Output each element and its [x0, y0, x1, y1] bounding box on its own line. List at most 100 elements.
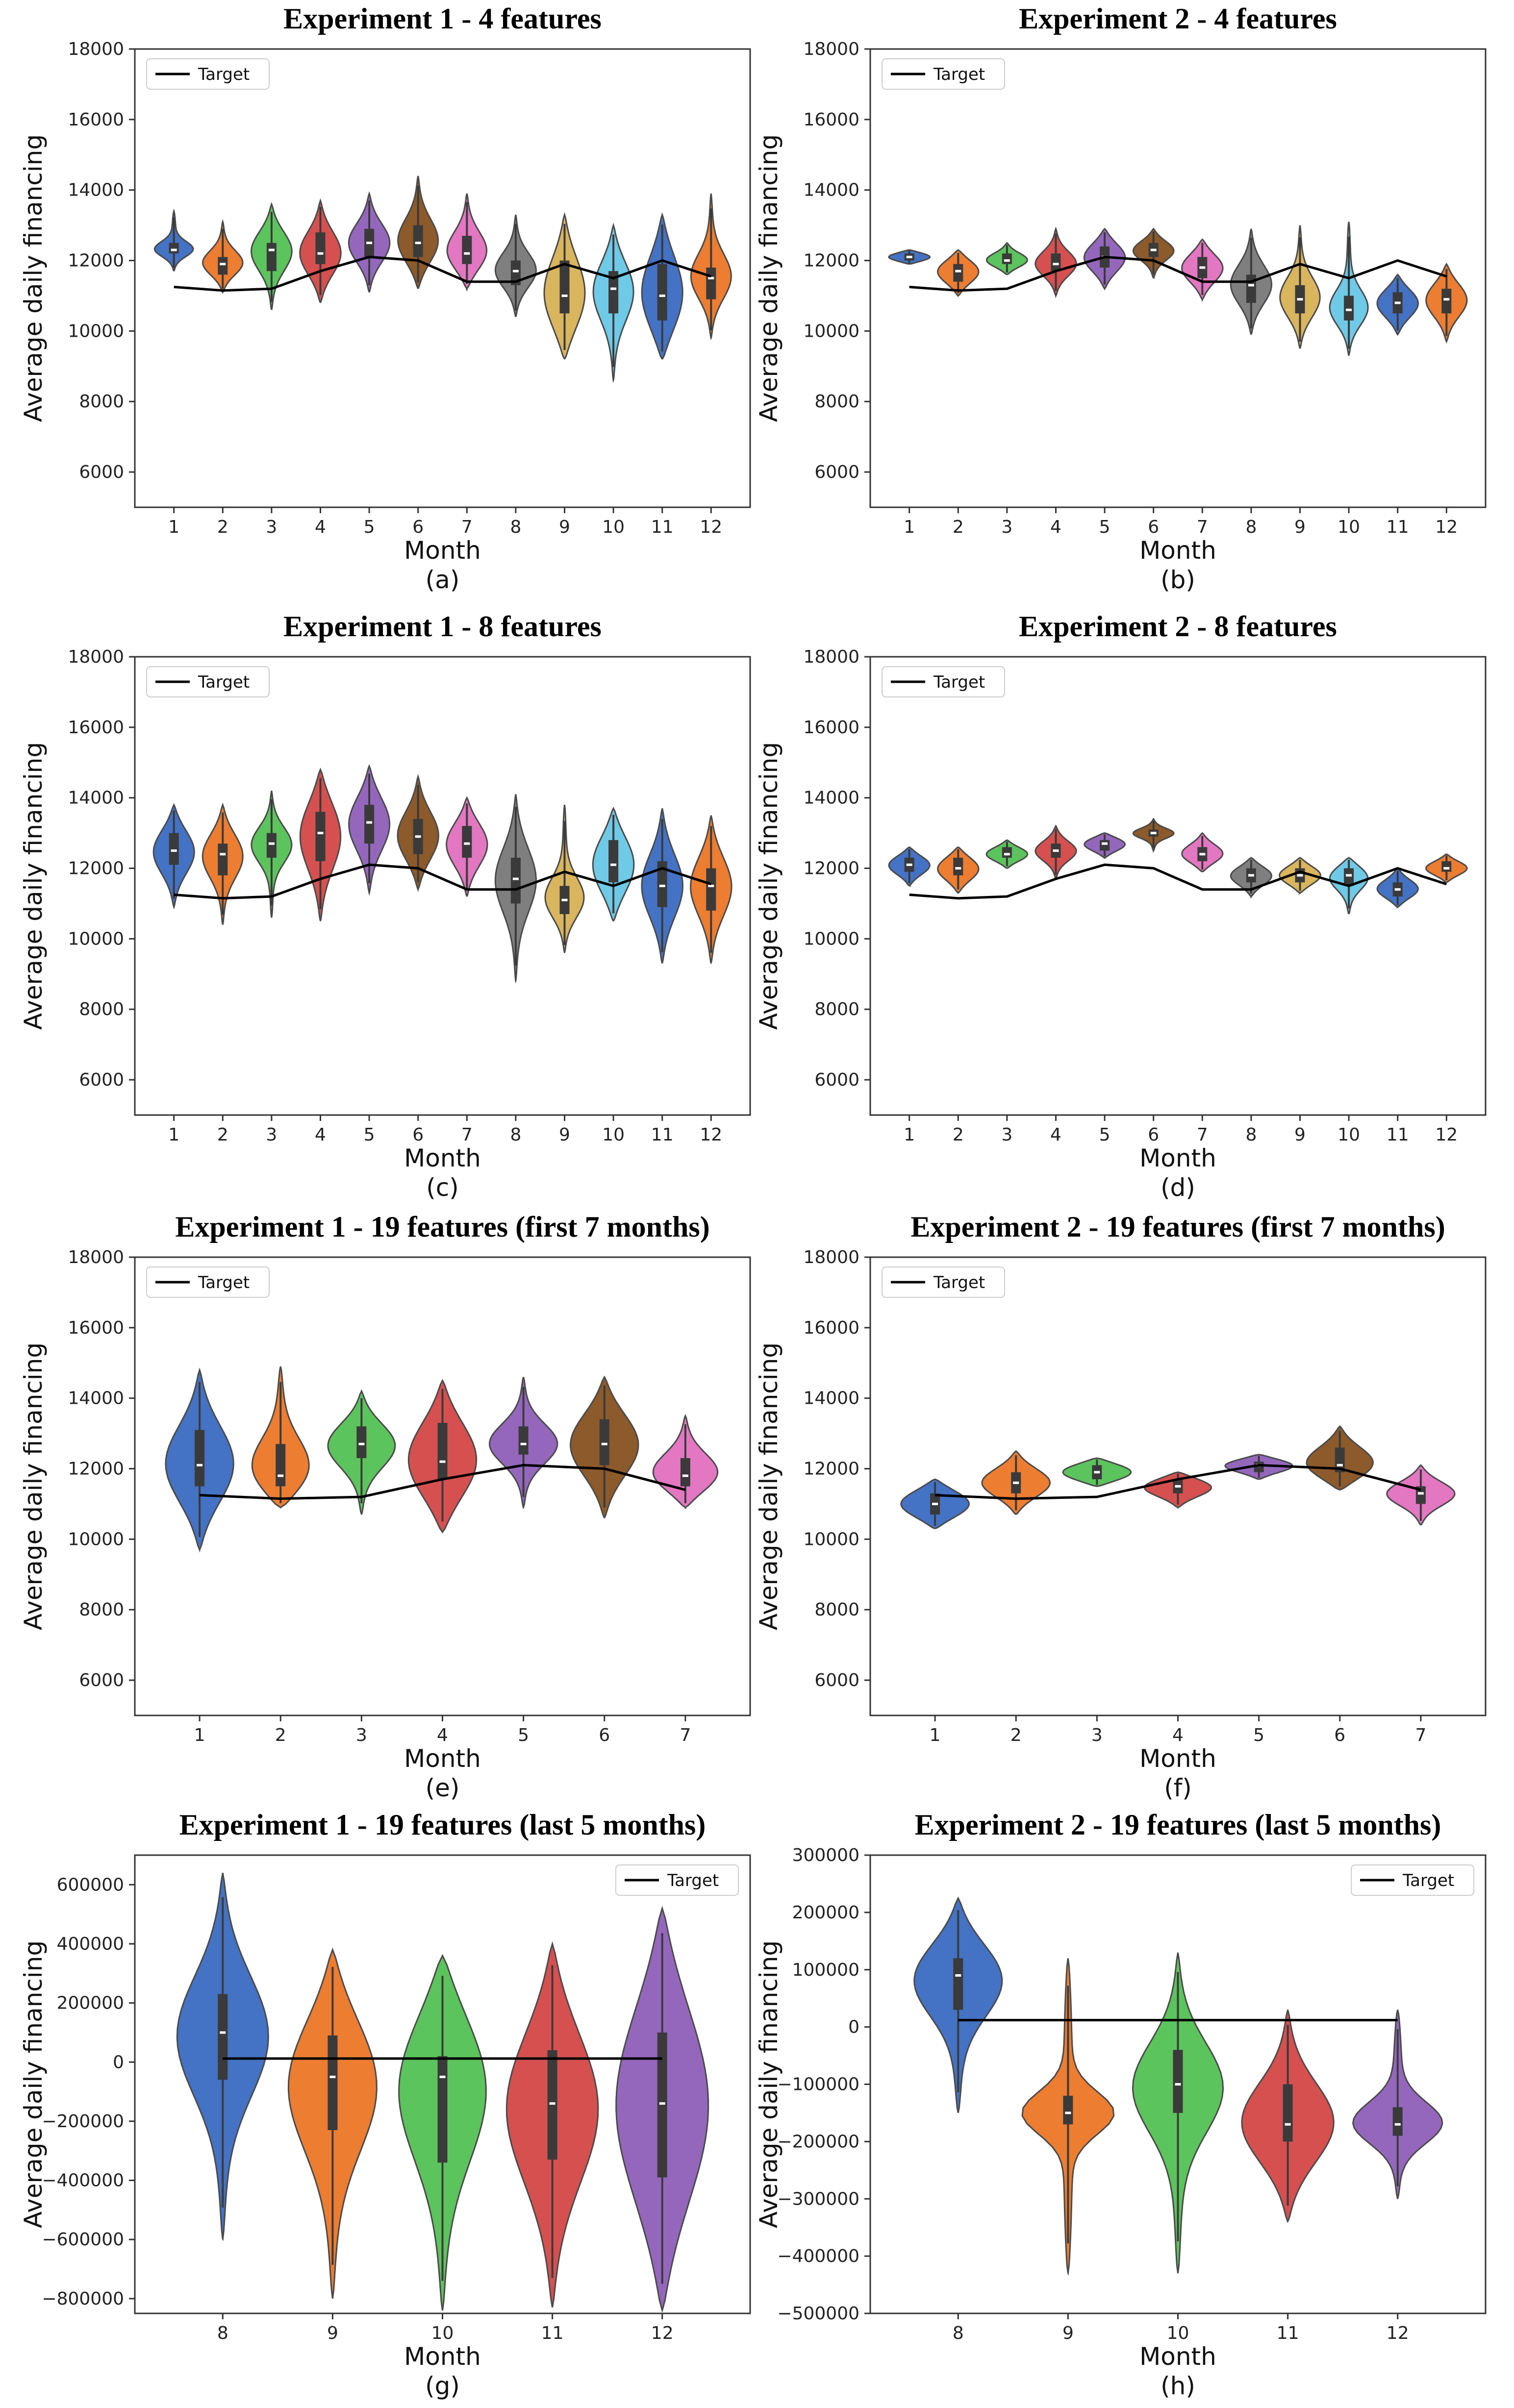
- panel-c: Experiment 1 - 8 features600080001000012…: [19, 610, 751, 1202]
- chart-title: Experiment 2 - 19 features (last 5 month…: [915, 1809, 1441, 1841]
- x-tick-label: 5: [1099, 1125, 1110, 1145]
- y-tick-label: −400000: [42, 2171, 124, 2191]
- y-axis-label: Average daily financing: [755, 1342, 783, 1630]
- y-tick-label: 6000: [79, 1670, 124, 1690]
- x-tick-label: 11: [1387, 1125, 1409, 1145]
- chart-title: Experiment 1 - 8 features: [283, 610, 602, 643]
- violin-box: [518, 1426, 529, 1455]
- panel-g: Experiment 1 - 19 features (last 5 month…: [19, 1809, 751, 2400]
- x-axis-label: Month: [404, 1744, 481, 1773]
- x-axis-label: Month: [404, 536, 481, 565]
- violin-box: [1344, 296, 1354, 321]
- x-tick-label: 4: [1050, 1125, 1061, 1145]
- chart-title: Experiment 2 - 19 features (first 7 mont…: [910, 1211, 1445, 1243]
- x-tick-label: 11: [1277, 2323, 1299, 2343]
- x-tick-label: 2: [217, 517, 228, 537]
- y-axis-label: Average daily financing: [19, 1342, 48, 1630]
- y-tick-label: 16000: [68, 110, 124, 130]
- legend-label: Target: [198, 65, 250, 84]
- violin-box: [315, 232, 326, 264]
- y-tick-label: −500000: [777, 2304, 859, 2324]
- y-tick-label: 16000: [803, 1318, 859, 1338]
- panel-a: Experiment 1 - 4 features600080001000012…: [19, 2, 751, 594]
- x-tick-label: 10: [431, 2323, 454, 2343]
- y-tick-label: 6000: [79, 462, 124, 482]
- violin-box: [510, 260, 521, 285]
- y-tick-label: 8000: [814, 1600, 859, 1620]
- violin-box: [1051, 253, 1061, 272]
- chart-title: Experiment 1 - 19 features (first 7 mont…: [175, 1211, 709, 1243]
- violin-box: [169, 243, 179, 254]
- violin-box: [218, 1994, 228, 2080]
- legend-box: [146, 666, 270, 697]
- x-tick-label: 3: [1001, 517, 1012, 537]
- x-tick-label: 6: [412, 517, 424, 537]
- x-tick-label: 10: [602, 517, 625, 537]
- x-tick-label: 2: [953, 517, 964, 537]
- target-line: [934, 1464, 1421, 1500]
- y-tick-label: 12000: [803, 859, 859, 879]
- legend-label: Target: [933, 672, 985, 692]
- y-tick-label: −200000: [777, 2132, 859, 2152]
- violin-box: [510, 857, 521, 904]
- violin-box: [1002, 847, 1012, 858]
- legend-box: [615, 1864, 739, 1896]
- y-tick-label: 300000: [792, 1845, 859, 1865]
- legend-box: [882, 58, 1005, 90]
- violin-box: [218, 257, 228, 275]
- y-tick-label: 8000: [79, 999, 124, 1019]
- y-tick-label: 14000: [68, 180, 124, 200]
- y-tick-label: 14000: [803, 180, 859, 200]
- x-tick-label: 3: [266, 517, 277, 537]
- y-tick-label: −600000: [42, 2230, 124, 2250]
- x-tick-label: 10: [1337, 517, 1360, 537]
- y-tick-label: 8000: [79, 392, 124, 412]
- legend-box: [882, 1266, 1005, 1298]
- violin-box: [195, 1430, 205, 1487]
- target-line: [909, 863, 1447, 900]
- y-tick-label: 16000: [68, 1318, 124, 1338]
- x-tick-label: 3: [1001, 1125, 1012, 1145]
- y-tick-label: 14000: [68, 788, 124, 808]
- legend-label: Target: [198, 672, 250, 692]
- x-tick-label: 8: [1245, 517, 1257, 537]
- x-tick-label: 1: [194, 1725, 205, 1745]
- legend-box: [1351, 1864, 1474, 1896]
- violin-box: [1063, 2095, 1073, 2125]
- x-tick-label: 2: [953, 1125, 964, 1145]
- legend-label: Target: [933, 1273, 985, 1292]
- panel-sublabel: (c): [426, 1173, 459, 1202]
- x-axis-label: Month: [404, 2342, 481, 2371]
- x-tick-label: 12: [1435, 517, 1458, 537]
- x-tick-label: 12: [700, 1125, 722, 1145]
- x-tick-label: 6: [1334, 1725, 1345, 1745]
- y-tick-label: 12000: [803, 1459, 859, 1479]
- x-tick-label: 9: [1294, 517, 1306, 537]
- violin-box: [1415, 1486, 1426, 1504]
- legend-label: Target: [933, 65, 985, 84]
- violin-box: [953, 264, 963, 282]
- x-tick-label: 6: [412, 1125, 424, 1145]
- violin-box: [218, 844, 228, 875]
- legend-label: Target: [667, 1871, 719, 1890]
- violin-box: [1173, 2050, 1183, 2113]
- x-tick-label: 6: [1148, 1125, 1159, 1145]
- violin-box: [599, 1419, 609, 1465]
- violin-box: [1344, 868, 1354, 886]
- violin-box: [276, 1444, 286, 1487]
- y-tick-label: 14000: [803, 1389, 859, 1409]
- violin-box: [657, 861, 667, 907]
- x-axis-label: Month: [404, 1144, 481, 1172]
- target-line: [199, 1464, 686, 1500]
- y-tick-label: 18000: [803, 39, 859, 59]
- y-tick-label: 12000: [803, 251, 859, 271]
- x-tick-label: 11: [651, 517, 674, 537]
- violin-box: [413, 225, 423, 257]
- violin-box: [266, 243, 277, 272]
- x-tick-label: 6: [1148, 517, 1159, 537]
- violin-box: [657, 2032, 667, 2178]
- x-tick-label: 1: [168, 1125, 179, 1145]
- violin-box: [608, 840, 619, 883]
- y-tick-label: 12000: [68, 859, 124, 879]
